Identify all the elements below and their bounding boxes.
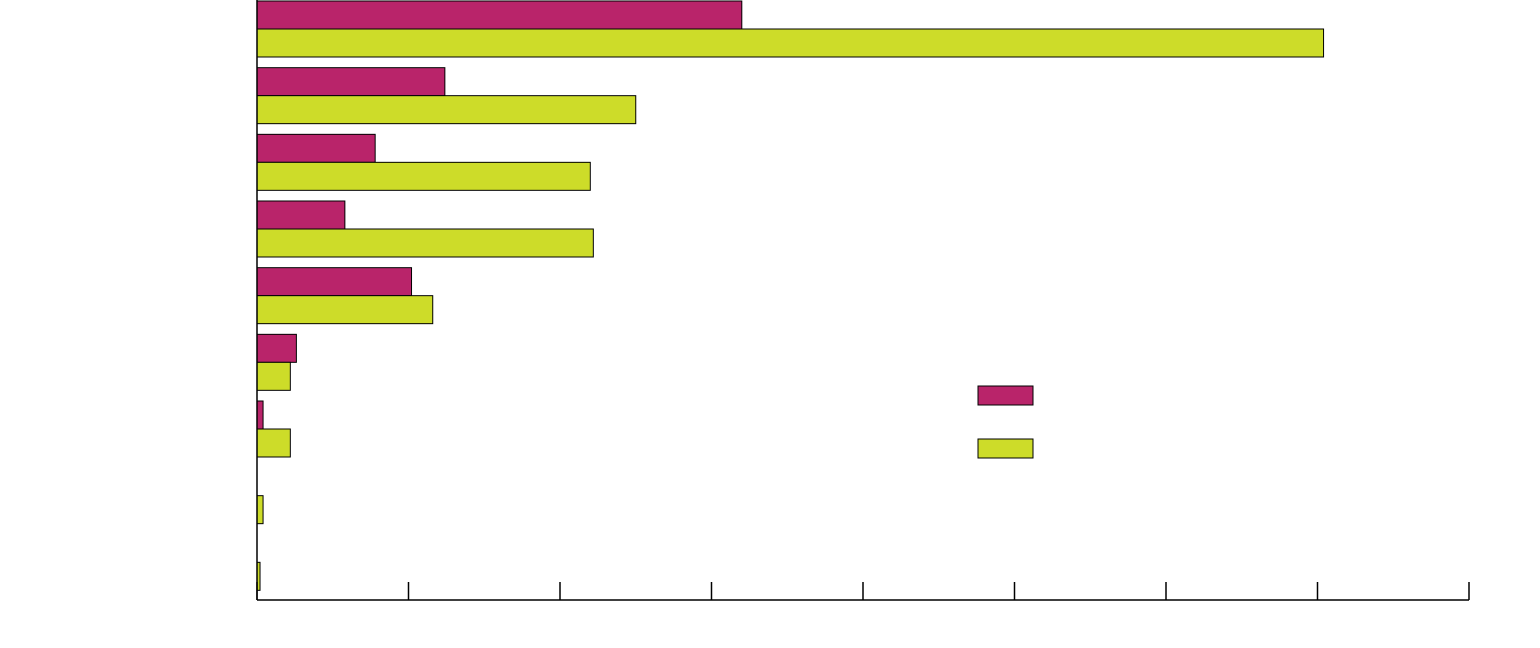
legend-swatch [977, 438, 1034, 459]
bar [256, 267, 413, 297]
bar [256, 95, 637, 125]
legend-swatch [977, 385, 1034, 406]
bar [256, 495, 264, 525]
bar [256, 361, 291, 391]
bar [256, 133, 376, 163]
bar [256, 0, 743, 30]
bar [256, 400, 264, 430]
bar [256, 295, 434, 325]
bar [256, 333, 297, 363]
bar [256, 200, 346, 230]
bar [256, 161, 591, 191]
bar [256, 228, 594, 258]
bar [256, 67, 446, 97]
bar [256, 28, 1325, 58]
bar [256, 428, 291, 458]
